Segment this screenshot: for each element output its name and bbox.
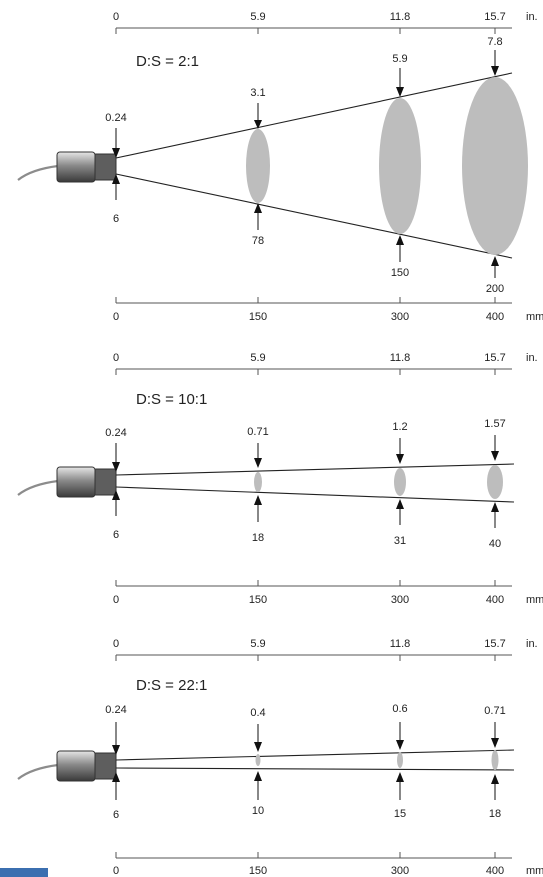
panel-ds-10-1: 0 5.9 11.8 15.7 in. D:S = 10:1 — [17, 352, 543, 606]
spot-ellipse — [462, 77, 528, 255]
mm-unit-label: mm — [526, 594, 543, 606]
spot-ellipse — [397, 752, 403, 768]
inch-tick-label: 15.7 — [484, 638, 505, 650]
inch-tick-label: 15.7 — [484, 11, 505, 23]
mm-tick-label: 400 — [486, 594, 504, 606]
spot-size-in-label: 0.24 — [105, 112, 126, 124]
inch-tick-label: 0 — [113, 11, 119, 23]
spot-size-mm-label: 18 — [252, 532, 264, 544]
inch-tick-label: 5.9 — [250, 638, 265, 650]
mm-unit-label: mm — [526, 311, 543, 323]
spot-arrow-top — [112, 722, 499, 755]
mm-scale: 0 150 300 400 mm — [113, 852, 543, 877]
spot-arrow-top — [112, 435, 499, 472]
panel-title: D:S = 10:1 — [136, 391, 207, 408]
spot-arrow-bottom — [112, 174, 499, 278]
inch-scale: 0 5.9 11.8 15.7 in. — [113, 638, 538, 661]
inch-tick-label: 0 — [113, 638, 119, 650]
spot-size-in-label: 5.9 — [392, 53, 407, 65]
beam-upper-edge — [115, 72, 513, 159]
sensor-icon — [17, 466, 117, 498]
spot-size-mm-label: 6 — [113, 213, 119, 225]
spot-size-mm-label: 15 — [394, 808, 406, 820]
mm-tick-label: 0 — [113, 594, 119, 606]
spot-size-mm-label: 10 — [252, 805, 264, 817]
spot-size-mm-label: 40 — [489, 538, 501, 550]
spot-size-in-label: 0.71 — [247, 426, 268, 438]
inch-tick-label: 11.8 — [390, 638, 411, 650]
spot-size-in-label: 0.24 — [105, 427, 126, 439]
spot-ellipse — [254, 472, 262, 492]
spot-size-mm-label: 18 — [489, 808, 501, 820]
spot-size-in-label: 0.24 — [105, 704, 126, 716]
corner-logo-fragment — [0, 868, 48, 877]
spot-size-in-label: 3.1 — [250, 87, 265, 99]
spot-size-in-label: 1.57 — [484, 418, 505, 430]
spot-size-in-label: 0.71 — [484, 705, 505, 717]
mm-tick-label: 300 — [391, 311, 409, 323]
sensor-icon — [17, 750, 117, 782]
spot-size-in-label: 1.2 — [392, 421, 407, 433]
panel-ds-2-1: 0 5.9 11.8 15.7 in. D:S = 2:1 — [17, 11, 543, 323]
spot-size-mm-label: 150 — [391, 267, 409, 279]
mm-tick-label: 400 — [486, 865, 504, 877]
mm-tick-label: 400 — [486, 311, 504, 323]
spot-size-in-label: 7.8 — [487, 36, 502, 48]
inch-tick-label: 11.8 — [390, 11, 411, 23]
inch-scale: 0 5.9 11.8 15.7 in. — [113, 352, 538, 375]
beam-lower-edge — [115, 486, 515, 503]
inch-tick-label: 11.8 — [390, 352, 411, 364]
beam-lower-edge — [115, 173, 513, 259]
mm-tick-label: 300 — [391, 865, 409, 877]
inch-tick-label: 15.7 — [484, 352, 505, 364]
spot-arrow-bottom — [112, 490, 499, 528]
inch-scale: 0 5.9 11.8 15.7 in. — [113, 11, 538, 34]
inch-tick-label: 5.9 — [250, 11, 265, 23]
panel-ds-22-1: 0 5.9 11.8 15.7 in. D:S = 22:1 — [17, 638, 543, 877]
spot-ellipse — [246, 129, 270, 203]
sensor-icon — [17, 151, 117, 183]
spot-size-mm-label: 6 — [113, 809, 119, 821]
spot-size-mm-label: 78 — [252, 235, 264, 247]
mm-tick-label: 300 — [391, 594, 409, 606]
panel-title: D:S = 22:1 — [136, 677, 207, 694]
mm-tick-label: 150 — [249, 311, 267, 323]
inch-tick-label: 0 — [113, 352, 119, 364]
mm-scale: 0 150 300 400 mm — [113, 297, 543, 323]
spot-ellipse — [255, 754, 261, 766]
beam-upper-edge — [115, 463, 515, 476]
spot-ellipse — [379, 98, 421, 234]
mm-tick-label: 150 — [249, 594, 267, 606]
mm-tick-label: 150 — [249, 865, 267, 877]
spot-size-mm-label: 31 — [394, 535, 406, 547]
inch-unit-label: in. — [526, 11, 538, 23]
inch-tick-label: 5.9 — [250, 352, 265, 364]
spot-ellipse — [487, 465, 503, 499]
spot-arrow-top — [112, 50, 499, 158]
mm-unit-label: mm — [526, 865, 543, 877]
spot-arrow-bottom — [112, 771, 499, 800]
spot-ellipse — [491, 750, 499, 770]
mm-scale: 0 150 300 400 mm — [113, 580, 543, 606]
beam-lower-edge — [115, 767, 515, 771]
inch-unit-label: in. — [526, 638, 538, 650]
inch-unit-label: in. — [526, 352, 538, 364]
spot-size-in-label: 0.4 — [250, 707, 265, 719]
spot-size-mm-label: 6 — [113, 529, 119, 541]
mm-tick-label: 0 — [113, 311, 119, 323]
mm-tick-label: 0 — [113, 865, 119, 877]
spot-ellipse — [394, 468, 406, 496]
spot-size-mm-label: 200 — [486, 283, 504, 295]
panel-title: D:S = 2:1 — [136, 53, 199, 70]
beam-upper-edge — [115, 749, 515, 761]
spot-size-in-label: 0.6 — [392, 703, 407, 715]
